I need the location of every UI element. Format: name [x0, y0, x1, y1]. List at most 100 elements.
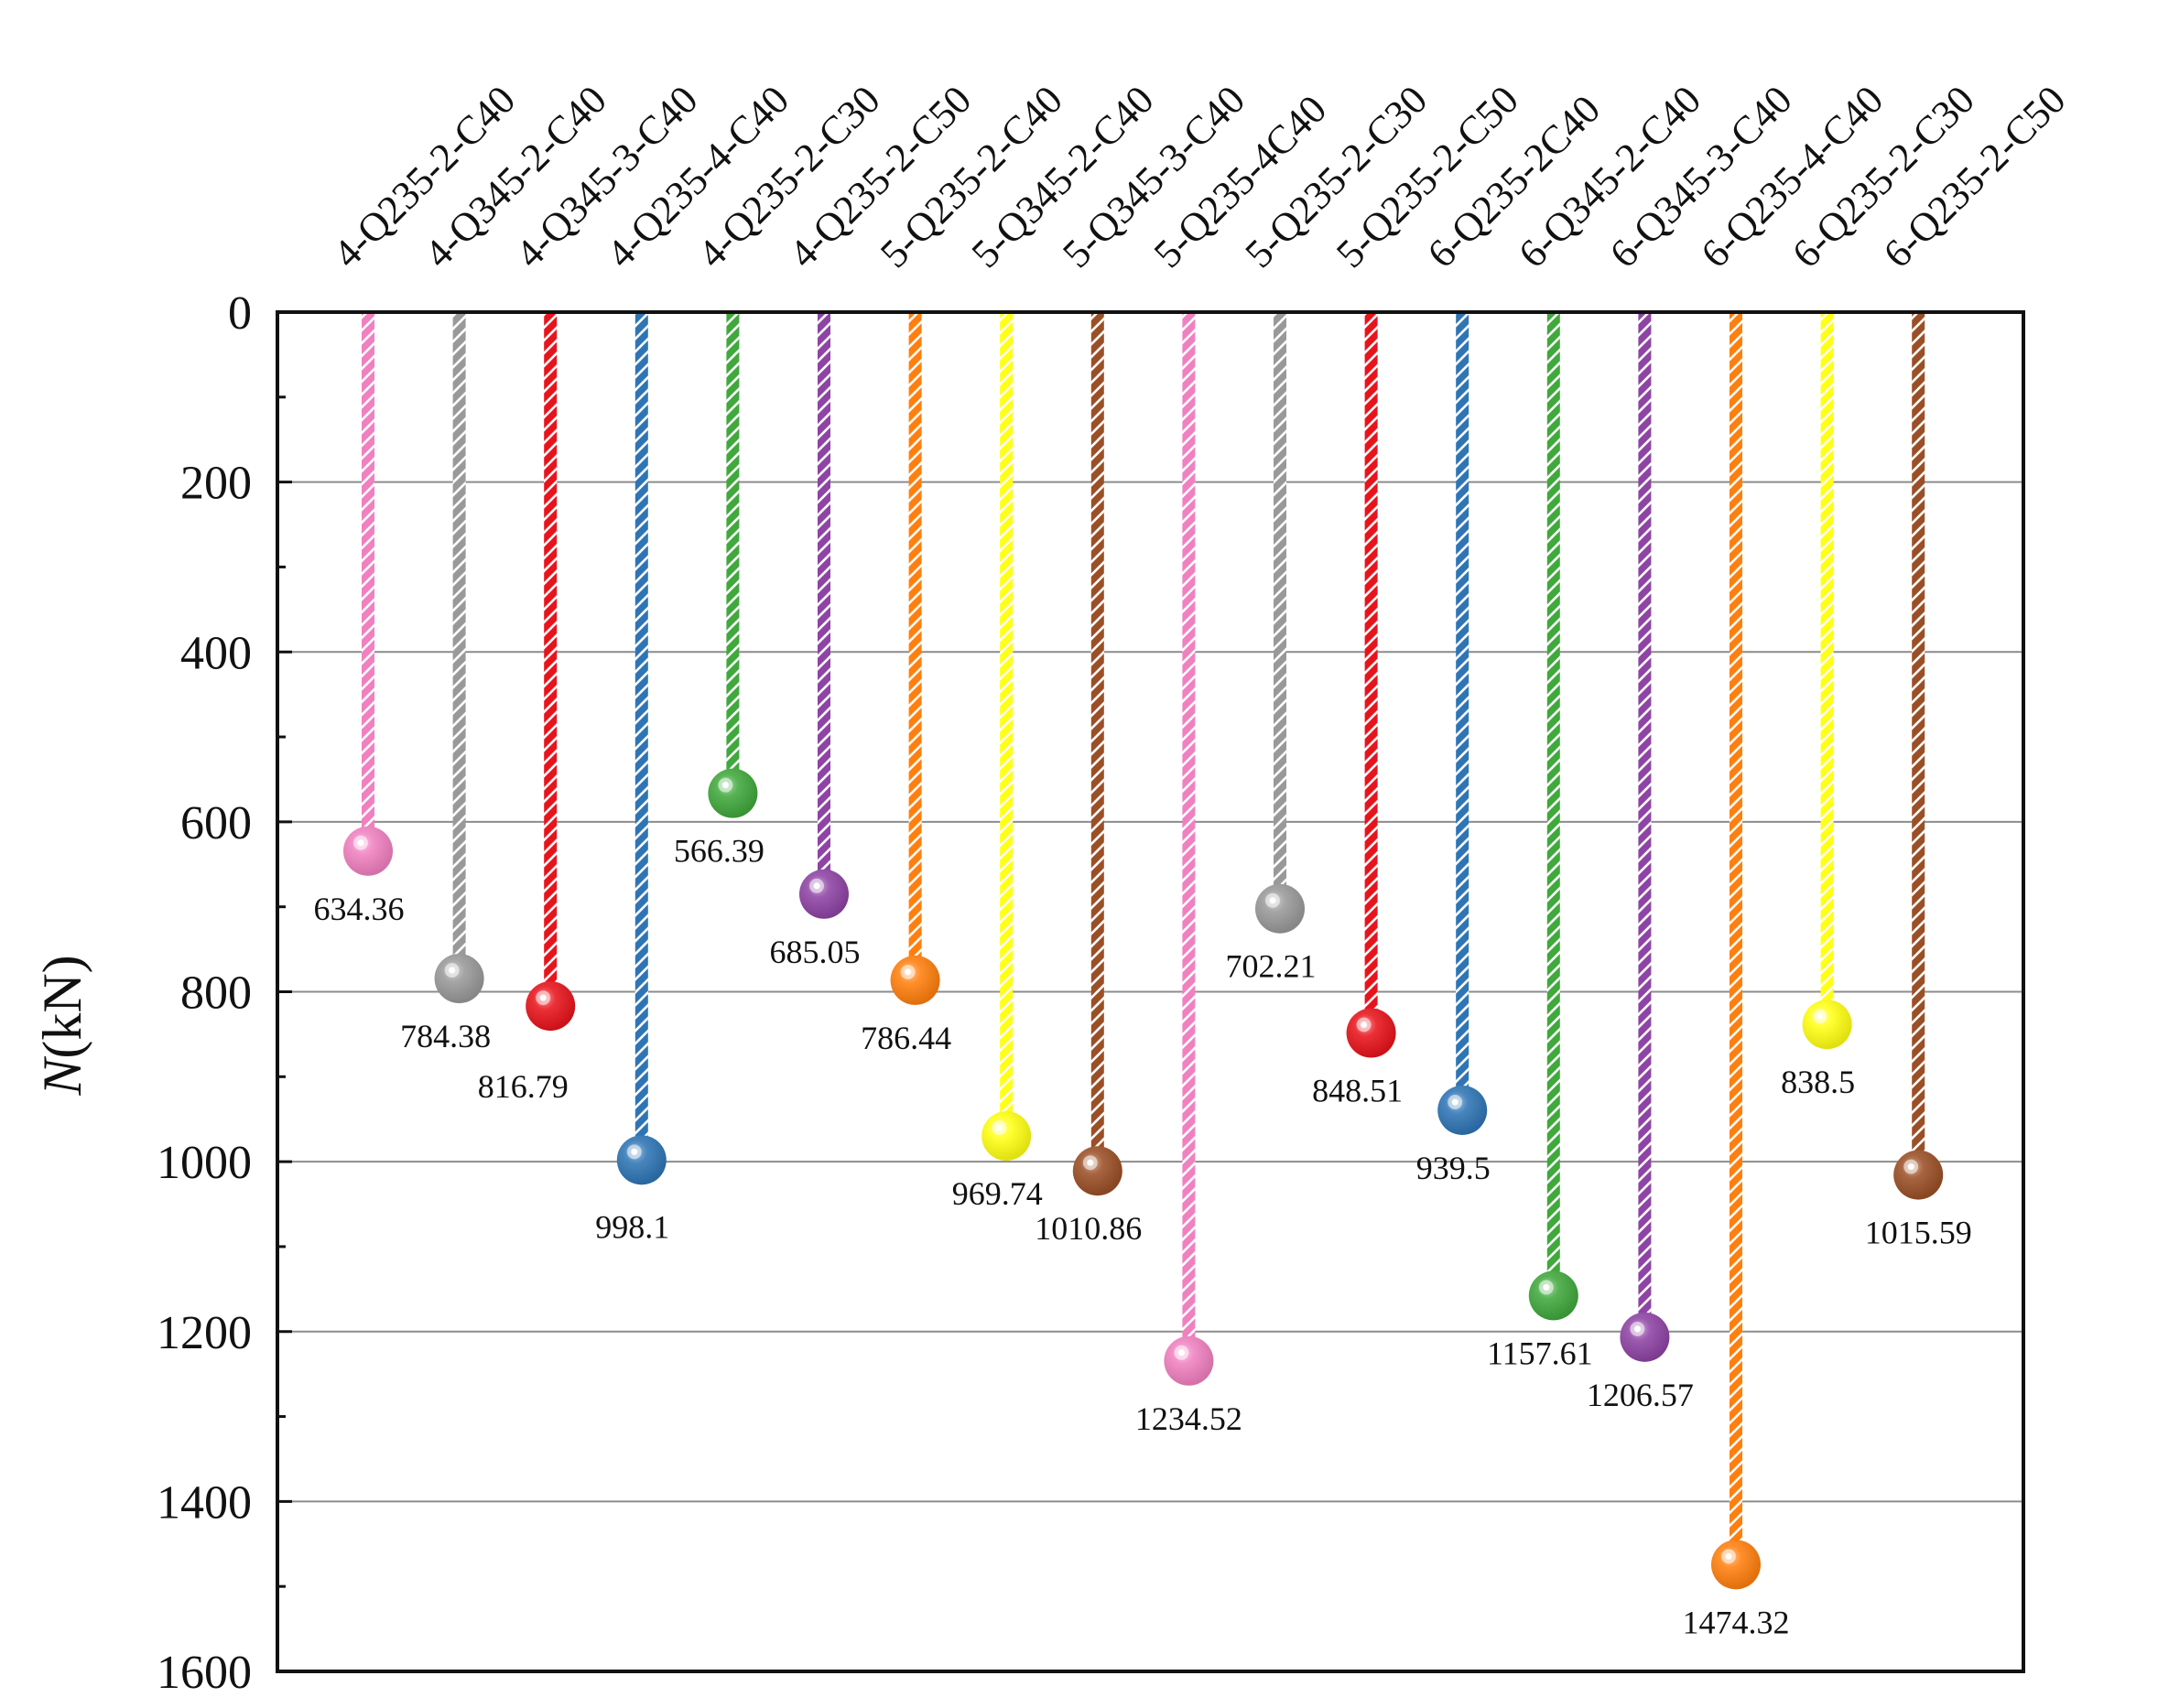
- ball-highlight-core: [357, 839, 364, 847]
- lollipop-stick: [544, 312, 558, 1007]
- ball-highlight-core: [1087, 1159, 1094, 1166]
- ball-highlight-core: [1177, 1349, 1185, 1357]
- lollipop-ball: [1802, 1000, 1852, 1050]
- lollipop-stick: [908, 312, 922, 980]
- value-label: 1234.52: [1135, 1400, 1242, 1437]
- ball-shading: [1711, 1540, 1761, 1590]
- lollipop-ball: [1620, 1312, 1670, 1362]
- lollipop-stick: [818, 312, 830, 894]
- value-label: 1206.57: [1587, 1377, 1694, 1413]
- y-tick-label: 1600: [157, 1647, 252, 1699]
- ball-shading: [434, 954, 484, 1004]
- lollipop-ball: [343, 826, 393, 876]
- y-tick-label: 0: [228, 287, 252, 340]
- ball-highlight-core: [813, 882, 820, 890]
- lollipop-stick: [1456, 312, 1469, 1110]
- lollipop-stick: [1912, 312, 1925, 1175]
- plot-frame: [276, 310, 2025, 1673]
- y-tick-label: 1200: [157, 1307, 252, 1359]
- ball-highlight-core: [1633, 1325, 1641, 1333]
- y-axis-title: N(kN): [32, 955, 92, 1096]
- ball-highlight-core: [631, 1148, 638, 1155]
- ball-shading: [1802, 1000, 1852, 1050]
- lollipop-ball: [434, 954, 484, 1004]
- value-labels: 634.36 784.38 816.79 998.1 566.39 685.05 786.4…: [314, 833, 1972, 1641]
- lollipop-sticks: [362, 312, 1925, 1565]
- ball-highlight-core: [721, 782, 729, 789]
- ball-shading: [1346, 1008, 1396, 1058]
- y-tick-label: 600: [180, 797, 252, 849]
- ball-highlight-core: [1725, 1552, 1732, 1560]
- y-tick-label: 200: [180, 458, 252, 510]
- lollipop-ball: [1711, 1540, 1761, 1590]
- ball-highlight-core: [1361, 1022, 1368, 1029]
- ball-shading: [708, 768, 758, 818]
- value-label: 1015.59: [1865, 1215, 1972, 1251]
- value-label: 1010.86: [1035, 1210, 1142, 1247]
- lollipop-ball: [1437, 1085, 1488, 1135]
- ball-shading: [1164, 1335, 1214, 1386]
- ball-highlight-core: [1907, 1163, 1914, 1171]
- value-label: 838.5: [1781, 1064, 1855, 1100]
- lollipop-ball: [1072, 1146, 1122, 1196]
- lollipop-stick: [634, 312, 648, 1161]
- axes: 0 200 400 600 800 1000 1200 1400 1600: [157, 287, 2025, 1699]
- value-label: 786.44: [861, 1020, 951, 1056]
- ball-shading: [526, 981, 576, 1032]
- lollipop-stick: [1090, 312, 1104, 1172]
- ball-highlight-core: [539, 994, 547, 1001]
- lollipop-ball: [981, 1111, 1032, 1162]
- lollipop-ball: [890, 955, 940, 1005]
- y-tick-label: 1000: [157, 1137, 252, 1189]
- ball-highlight-core: [1451, 1098, 1459, 1106]
- ball-shading: [1893, 1150, 1944, 1200]
- lollipop-stick: [1730, 312, 1742, 1565]
- lollipop-stick: [1820, 312, 1834, 1025]
- value-label: 566.39: [674, 833, 765, 870]
- lollipop-stick: [1638, 312, 1652, 1337]
- lollipop-ball: [1255, 883, 1305, 934]
- lollipop-ball: [1346, 1008, 1396, 1058]
- lollipop-stick: [1000, 312, 1014, 1137]
- value-label: 969.74: [952, 1175, 1043, 1212]
- ball-highlight-core: [1269, 897, 1276, 904]
- value-label: 702.21: [1226, 948, 1317, 985]
- lollipop-stick: [1364, 312, 1378, 1033]
- ball-shading: [1528, 1270, 1578, 1321]
- lollipop-ball: [616, 1135, 667, 1185]
- lollipop-ball: [1528, 1270, 1578, 1321]
- ball-shading: [799, 869, 849, 919]
- value-label: 1474.32: [1683, 1604, 1790, 1640]
- value-label: 1157.61: [1487, 1335, 1593, 1371]
- value-label: 848.51: [1312, 1073, 1403, 1109]
- category-labels: 4-Q235-2-C404-Q345-2-C404-Q345-3-C404-Q2…: [324, 77, 2074, 276]
- y-tick-label: 400: [180, 627, 252, 679]
- lollipop-balls: [343, 768, 1944, 1590]
- lollipop-stick: [726, 312, 740, 794]
- y-tick-label: 1400: [157, 1476, 252, 1529]
- lollipop-stick: [452, 312, 466, 979]
- y-axis-title-symbol: N: [32, 1056, 92, 1097]
- ball-shading: [1255, 883, 1305, 934]
- ball-highlight-core: [1816, 1012, 1824, 1020]
- value-label: 784.38: [400, 1018, 491, 1054]
- ball-shading: [343, 826, 393, 876]
- lollipop-stick: [1274, 312, 1286, 909]
- ball-shading: [616, 1135, 667, 1185]
- ball-shading: [1620, 1312, 1670, 1362]
- y-axis-title-unit: (kN): [32, 955, 92, 1058]
- ball-shading: [1072, 1146, 1122, 1196]
- ball-highlight-core: [905, 968, 912, 976]
- ball-highlight-core: [1543, 1283, 1550, 1291]
- lollipop-ball: [526, 981, 576, 1032]
- y-tick-label: 800: [180, 968, 252, 1020]
- ball-shading: [1437, 1085, 1488, 1135]
- lollipop-ball: [1893, 1150, 1944, 1200]
- value-label: 816.79: [478, 1068, 569, 1105]
- ball-shading: [981, 1111, 1032, 1162]
- lollipop-stick: [1182, 312, 1196, 1361]
- ball-shading: [890, 955, 940, 1005]
- value-label: 634.36: [314, 891, 405, 927]
- value-label: 685.05: [770, 934, 861, 970]
